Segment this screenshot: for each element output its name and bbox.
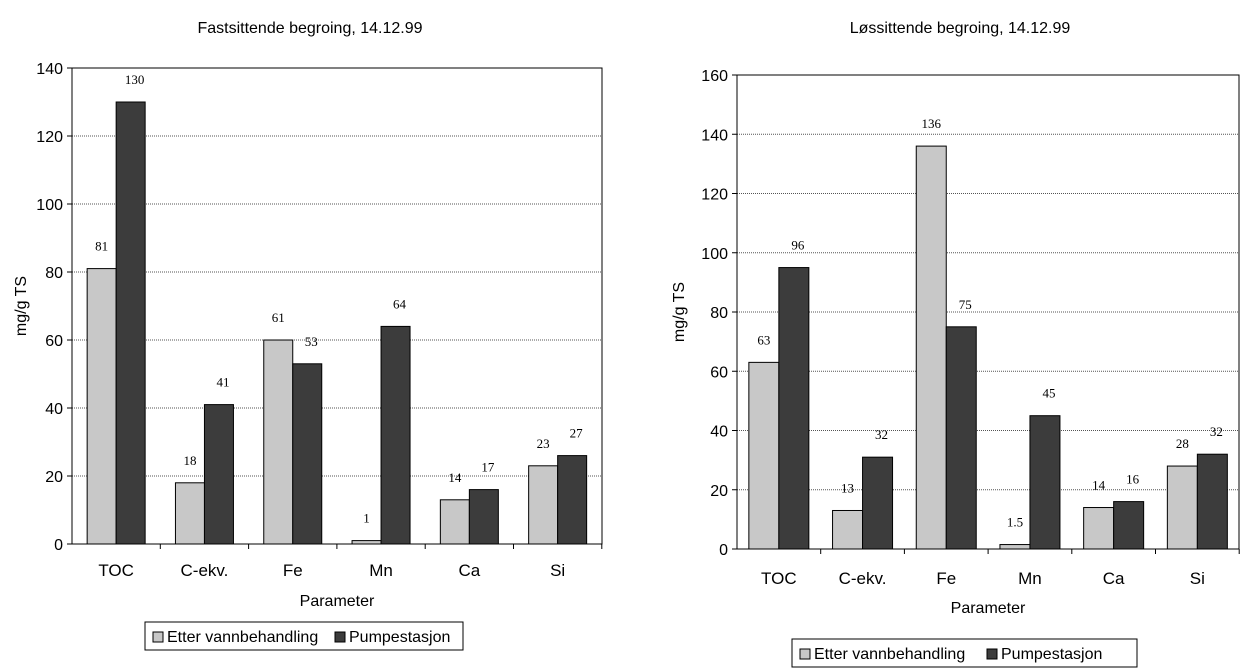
y-tick-label: 0 — [54, 537, 63, 554]
data-label: 81 — [95, 239, 108, 254]
y-tick-label: 140 — [36, 61, 63, 78]
bar-pumpestasjon-ca — [468, 489, 499, 545]
data-label: 18 — [183, 453, 196, 468]
legend-label: Pumpestasjon — [1001, 646, 1102, 663]
legend-box — [144, 621, 464, 651]
y-tick-label: 60 — [45, 333, 63, 350]
data-label: 130 — [125, 72, 145, 87]
data-label: 41 — [216, 375, 229, 390]
legend-swatch — [334, 631, 346, 643]
bar-pumpestasjon-mn — [1029, 415, 1061, 550]
plot-area — [71, 67, 603, 545]
bar-etter-vannbehandling-toc — [86, 268, 117, 545]
x-tick-label: TOC — [761, 569, 797, 588]
y-tick-label: 120 — [36, 129, 63, 146]
legend-box — [791, 638, 1138, 668]
x-tick-label: Si — [1190, 569, 1205, 588]
x-axis-label: Parameter — [951, 600, 1026, 617]
bar-etter-vannbehandling-fe — [263, 339, 294, 545]
y-tick-label: 120 — [701, 187, 728, 204]
y-tick-label: 160 — [701, 68, 728, 85]
bar-etter-vannbehandling-ca — [1083, 507, 1115, 550]
bar-etter-vannbehandling-mn — [999, 544, 1031, 550]
bar-etter-vannbehandling-toc — [748, 361, 780, 550]
y-tick-label: 0 — [719, 542, 728, 559]
bar-pumpestasjon-ca — [1113, 501, 1145, 550]
bar-pumpestasjon-si — [557, 455, 588, 545]
chart-2: Løssittende begroing, 14.12.99 0 20 40 60 80 1… — [671, 20, 1240, 668]
data-label: 53 — [305, 334, 318, 349]
y-tick-label: 40 — [45, 401, 63, 418]
legend-swatch — [799, 648, 811, 660]
bar-pumpestasjon-fe — [292, 363, 323, 545]
legend-swatch — [986, 648, 998, 660]
data-label: 13 — [841, 480, 854, 495]
legend-swatch — [152, 631, 164, 643]
data-label: 14 — [1092, 478, 1106, 493]
legend-label: Etter vannbehandling — [167, 629, 318, 646]
bar-pumpestasjon-fe — [945, 326, 977, 550]
data-label: 136 — [922, 116, 942, 131]
data-label: 1 — [363, 511, 370, 526]
y-tick-label: 100 — [36, 197, 63, 214]
y-tick-label: 100 — [701, 246, 728, 263]
bar-pumpestasjon-toc — [115, 101, 146, 545]
data-label: 63 — [757, 332, 770, 347]
chart-1: Fastsittende begroing, 14.12.99 0 20 40 60 80… — [13, 20, 603, 651]
x-tick-label: C-ekv. — [181, 561, 229, 580]
y-axis-label: mg/g TS — [671, 282, 688, 342]
data-label: 45 — [1042, 386, 1055, 401]
legend: Etter vannbehandling Pumpestasjon — [144, 621, 464, 651]
x-tick-label: Fe — [283, 561, 303, 580]
data-label: 64 — [393, 296, 407, 311]
y-tick-label: 40 — [710, 424, 728, 441]
data-label: 16 — [1126, 472, 1140, 487]
legend-label: Pumpestasjon — [349, 629, 450, 646]
chart-title: Fastsittende begroing, 14.12.99 — [197, 20, 422, 37]
data-label: 32 — [875, 427, 888, 442]
x-tick-label: Mn — [369, 561, 393, 580]
bar-pumpestasjon-cekv — [862, 456, 894, 550]
x-tick-label: Si — [550, 561, 565, 580]
bar-etter-vannbehandling-mn — [351, 540, 382, 545]
bar-pumpestasjon-si — [1196, 453, 1228, 550]
data-label: 1.5 — [1007, 515, 1023, 530]
data-label: 32 — [1210, 424, 1223, 439]
x-tick-label: Mn — [1018, 569, 1042, 588]
y-tick-label: 20 — [710, 483, 728, 500]
data-label: 23 — [537, 436, 550, 451]
bar-pumpestasjon-toc — [778, 267, 810, 550]
y-tick-label: 20 — [45, 469, 63, 486]
bar-pumpestasjon-mn — [380, 325, 411, 545]
bar-etter-vannbehandling-si — [1166, 465, 1198, 550]
bar-etter-vannbehandling-cekv — [174, 482, 205, 545]
data-label: 14 — [448, 470, 462, 485]
bar-etter-vannbehandling-cekv — [832, 509, 864, 550]
y-tick-label: 60 — [710, 364, 728, 381]
data-label: 27 — [570, 426, 584, 441]
bar-etter-vannbehandling-fe — [915, 145, 947, 550]
y-axis-label: mg/g TS — [13, 276, 30, 336]
x-tick-label: C-ekv. — [839, 569, 887, 588]
data-label: 28 — [1176, 436, 1189, 451]
data-label: 96 — [791, 238, 805, 253]
x-tick-label: Ca — [1103, 569, 1125, 588]
y-tick-label: 140 — [701, 127, 728, 144]
legend-label: Etter vannbehandling — [814, 646, 965, 663]
data-label: 17 — [481, 460, 495, 475]
data-label: 61 — [272, 310, 285, 325]
y-tick-label: 80 — [45, 265, 63, 282]
bar-etter-vannbehandling-si — [528, 465, 559, 545]
legend: Etter vannbehandling Pumpestasjon — [791, 638, 1138, 668]
x-axis-label: Parameter — [300, 593, 375, 610]
x-tick-label: Fe — [936, 569, 956, 588]
bar-pumpestasjon-cekv — [203, 404, 234, 545]
data-label: 75 — [959, 297, 972, 312]
x-tick-label: TOC — [98, 561, 134, 580]
bar-etter-vannbehandling-ca — [439, 499, 470, 545]
y-tick-label: 80 — [710, 305, 728, 322]
x-tick-label: Ca — [458, 561, 480, 580]
chart-title: Løssittende begroing, 14.12.99 — [850, 20, 1071, 37]
